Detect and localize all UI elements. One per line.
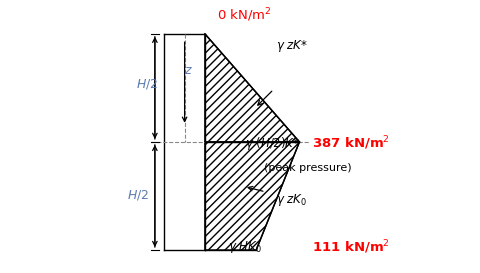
Text: 0 kN/m$^2$: 0 kN/m$^2$: [217, 6, 272, 24]
Polygon shape: [205, 34, 300, 142]
Polygon shape: [205, 142, 300, 250]
Text: (peak pressure): (peak pressure): [264, 163, 352, 173]
Text: $H/2$: $H/2$: [136, 77, 158, 91]
Text: $\gamma$ $zK$*: $\gamma$ $zK$*: [276, 38, 309, 54]
Text: 387 kN/m$^2$: 387 kN/m$^2$: [312, 135, 389, 152]
Text: $\gamma$ $(H/2)K$*: $\gamma$ $(H/2)K$*: [245, 135, 300, 152]
Text: 111 kN/m$^2$: 111 kN/m$^2$: [312, 239, 389, 256]
Text: $\gamma$ $HK_0$: $\gamma$ $HK_0$: [228, 239, 262, 255]
Text: $\gamma$ $zK_0$: $\gamma$ $zK_0$: [276, 192, 308, 208]
Text: $z$: $z$: [184, 64, 193, 77]
Text: $H/2$: $H/2$: [127, 188, 148, 201]
